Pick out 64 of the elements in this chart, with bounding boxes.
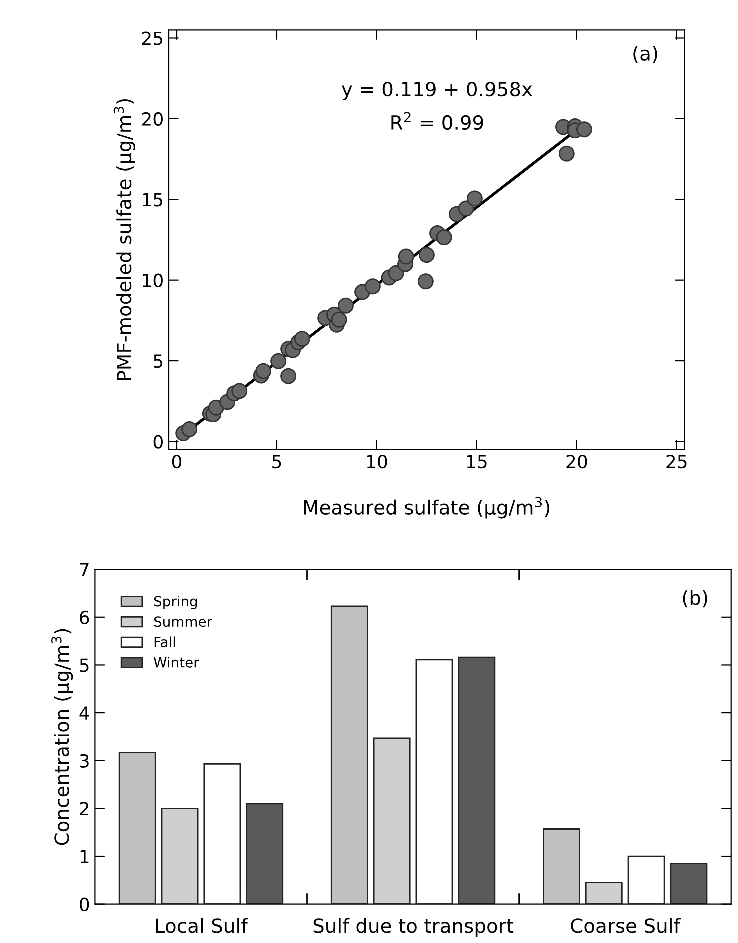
y-axis-title: PMF-modeled sulfate (µg/m$^{3}$) (114, 99, 136, 380)
bar (585, 882, 623, 904)
point (256, 363, 272, 380)
y-tick-label: 5 (154, 354, 163, 368)
point (558, 146, 575, 162)
x-axis-title: Measured sulfate (µg/m$^{3}$) (304, 497, 550, 519)
y-tick-label: 20 (142, 112, 163, 126)
y-tick-label: 10 (143, 274, 163, 288)
x-tick-label: Local Sulf (156, 918, 248, 934)
bar (670, 862, 708, 904)
annotation: R$^{2}$ = 0.99 (392, 112, 484, 130)
point (280, 368, 297, 384)
x-tick-label: Coarse Sulf (571, 918, 681, 934)
x-tick-label: 20 (566, 454, 588, 469)
point (576, 122, 592, 138)
point (458, 200, 474, 217)
point (338, 298, 354, 314)
point (364, 278, 381, 295)
point (294, 331, 310, 348)
bar (458, 656, 496, 904)
x-tick-label: 0 (172, 454, 182, 469)
y-tick-label: 4 (80, 706, 90, 720)
y-tick-label: 1 (80, 850, 89, 864)
point (388, 265, 404, 282)
bar (161, 808, 199, 904)
y-tick-label: 7 (80, 563, 89, 576)
legend-label: Fall (154, 636, 176, 648)
point (331, 312, 348, 328)
y-tick-label: 15 (143, 193, 163, 207)
y-tick-label: 0 (80, 898, 90, 912)
bar (330, 606, 368, 904)
y-tick-label: 25 (142, 32, 163, 46)
y-tick-label: 6 (80, 610, 90, 625)
point (398, 248, 414, 265)
point (436, 230, 452, 246)
point (270, 353, 287, 370)
bar (373, 738, 411, 904)
y-tick-label: 5 (80, 658, 89, 672)
annotation: (a) (634, 46, 658, 64)
legend-label: Spring (154, 596, 198, 610)
legend-label: Winter (154, 657, 200, 668)
point (232, 383, 248, 400)
x-tick-label: 10 (367, 454, 388, 469)
y-tick-label: 2 (80, 802, 89, 816)
y-tick-label: 0 (154, 435, 163, 449)
point (182, 421, 198, 438)
point (418, 247, 435, 264)
point (466, 190, 483, 207)
annotation: y = 0.119 + 0.958x (342, 82, 532, 100)
x-tick-label: 15 (467, 455, 487, 469)
annotation: (b) (683, 590, 708, 608)
bar (628, 856, 666, 904)
legend-label: Summer (154, 616, 212, 628)
bar (118, 752, 156, 904)
bar (542, 828, 580, 904)
y-axis-title: Concentration (µg/m$^{3}$) (52, 629, 74, 846)
point (418, 274, 434, 290)
bar (416, 659, 454, 904)
x-tick-label: Sulf due to transport (314, 918, 514, 938)
bar (246, 803, 284, 904)
bar (204, 764, 242, 904)
x-tick-label: 25 (666, 454, 687, 469)
x-tick-label: 5 (272, 455, 282, 469)
y-tick-label: 3 (80, 754, 89, 768)
